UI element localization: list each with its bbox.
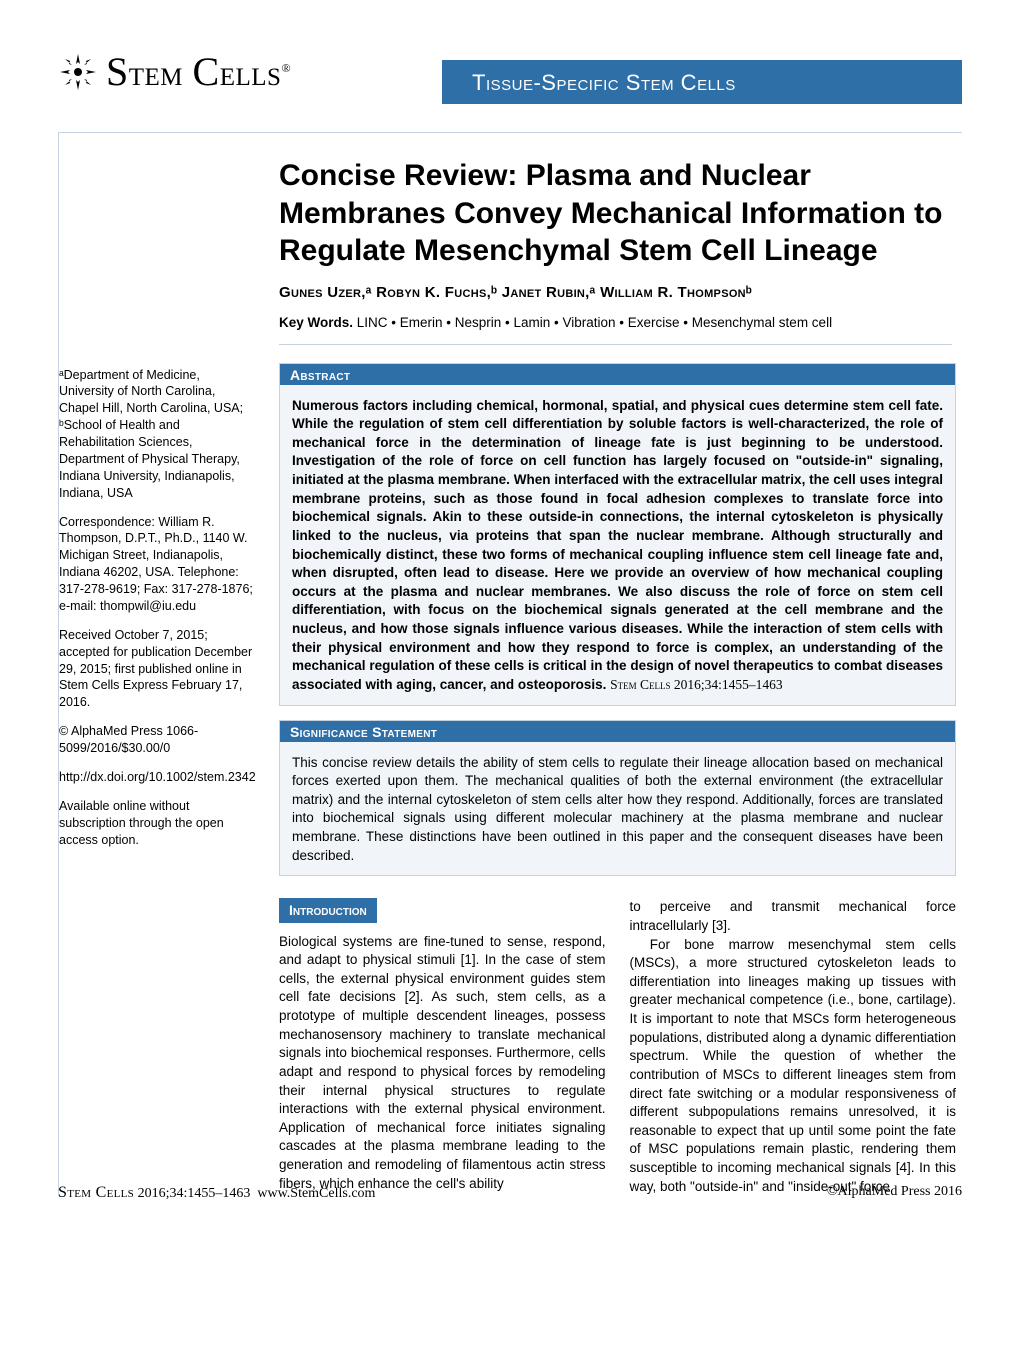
keywords-row: Key Words. LINC • Emerin • Nesprin • Lam… [279,315,952,344]
footer-right: ©AlphaMed Press 2016 [827,1184,962,1202]
significance-body: This concise review details the ability … [280,746,955,876]
article-title: Concise Review: Plasma and Nuclear Membr… [279,157,952,270]
abstract-box: Abstract Numerous factors including chem… [279,363,956,706]
journal-logo: Stem Cells® [58,48,291,95]
title-block: Concise Review: Plasma and Nuclear Membr… [59,157,962,345]
access-text: Available online without subscription th… [59,798,257,849]
abstract-body: Numerous factors including chemical, hor… [280,389,955,705]
footer-left: Stem Cells Stem Cells 2016;34:1455–1463 … [58,1184,375,1202]
main-column: Abstract Numerous factors including chem… [279,363,962,1197]
intro-p1: Biological systems are fine-tuned to sen… [279,933,606,1194]
correspondence-text: Correspondence: William R. Thompson, D.P… [59,514,257,615]
abstract-heading: Abstract [280,364,955,385]
intro-col-left: Introduction Biological systems are fine… [279,898,606,1196]
intro-columns: Introduction Biological systems are fine… [279,898,956,1196]
copyright-text: © AlphaMed Press 1066-5099/2016/$30.00/0 [59,723,257,757]
received-text: Received October 7, 2015; accepted for p… [59,627,257,711]
authors-line: Gunes Uzer,ᵃ Robyn K. Fuchs,ᵇ Janet Rubi… [279,284,952,301]
significance-heading: Significance Statement [280,721,955,742]
page-header: Stem Cells® Tissue-Specific Stem Cells [58,48,962,104]
journal-logo-text: Stem Cells® [106,48,291,95]
abstract-citation: Stem Cells 2016;34:1455–1463 [610,677,783,692]
title-divider [279,344,952,345]
intro-col-right: to perceive and transmit mechanical forc… [630,898,957,1196]
keywords-text: LINC • Emerin • Nesprin • Lamin • Vibrat… [357,315,832,330]
intro-p2: to perceive and transmit mechanical forc… [630,898,957,935]
article-category-bar: Tissue-Specific Stem Cells [442,60,962,104]
intro-p3: For bone marrow mesenchymal stem cells (… [630,936,957,1197]
content-frame: Concise Review: Plasma and Nuclear Membr… [58,132,962,1196]
abstract-text: Numerous factors including chemical, hor… [292,398,943,692]
page-footer: Stem Cells Stem Cells 2016;34:1455–1463 … [58,1184,962,1202]
introduction-heading: Introduction [279,898,377,922]
affiliations-text: ᵃDepartment of Medicine, University of N… [59,367,257,502]
keywords-label: Key Words. [279,315,353,330]
doi-link[interactable]: http://dx.doi.org/10.1002/stem.2342 [59,769,257,786]
sidebar: ᵃDepartment of Medicine, University of N… [59,363,257,1197]
starburst-icon [58,52,98,92]
significance-box: Significance Statement This concise revi… [279,720,956,877]
